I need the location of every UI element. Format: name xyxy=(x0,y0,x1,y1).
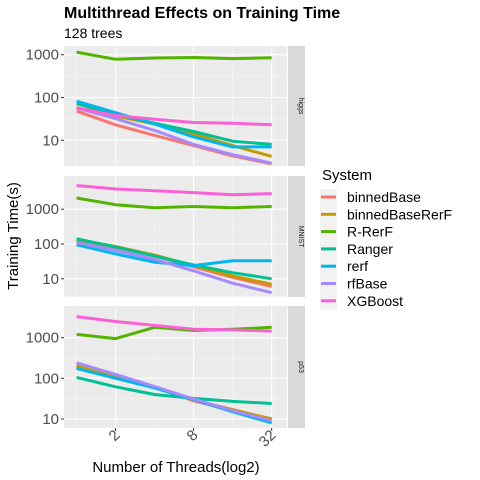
series-line-rfBase xyxy=(76,361,273,423)
series-line-Ranger xyxy=(76,237,272,281)
legend-item-rfBase: rfBase xyxy=(320,275,388,293)
facet-strip-label: higgs xyxy=(297,98,304,115)
legend-title: System xyxy=(322,167,372,184)
series-line-XGBoost xyxy=(76,106,272,127)
legend-label: R-RerF xyxy=(347,224,393,240)
x-axis: 2 8 32 xyxy=(105,427,279,451)
panel-p53: 10 100 1000 p53 xyxy=(26,306,305,428)
legend-label: binnedBase xyxy=(347,189,421,205)
chart-title: Multithread Effects on Training Time xyxy=(64,5,340,22)
x-tick-label: 2 xyxy=(105,427,123,445)
series-line-R-RerF xyxy=(76,196,272,210)
legend-item-Ranger: Ranger xyxy=(320,240,393,258)
series-line-Ranger xyxy=(76,375,272,405)
x-tick-label: 8 xyxy=(184,427,202,445)
y-tick-label: 10 xyxy=(42,271,59,288)
panel-higgs: 10 100 1000 higgs xyxy=(26,46,305,166)
chart-subtitle: 128 trees xyxy=(64,25,122,41)
series-line-Ranger xyxy=(76,102,272,146)
y-tick-label: 1000 xyxy=(26,47,59,64)
legend-item-binnedBaseRerF: binnedBaseRerF xyxy=(320,206,452,224)
y-tick-label: 10 xyxy=(42,132,59,149)
series-line-rerf xyxy=(76,99,272,149)
legend-item-rerf: rerf xyxy=(320,258,368,276)
legend-label: binnedBaseRerF xyxy=(347,206,452,222)
y-tick-label: 100 xyxy=(34,89,59,106)
legend-item-binnedBase: binnedBase xyxy=(320,189,421,206)
facet-strip-label: p53 xyxy=(297,361,304,373)
panel-MNIST: 10 100 1000 MNIST xyxy=(26,176,305,297)
legend-label: Ranger xyxy=(347,241,393,257)
series-line-XGBoost xyxy=(76,315,272,333)
series-line-R-RerF xyxy=(76,50,272,61)
series-line-XGBoost xyxy=(76,184,272,197)
y-tick-label: 10 xyxy=(42,411,59,428)
panel-background xyxy=(64,306,287,428)
legend-item-R-RerF: R-RerF xyxy=(320,223,393,241)
y-tick-label: 1000 xyxy=(26,330,59,347)
legend-label: rerf xyxy=(347,258,368,274)
legend-item-XGBoost: XGBoost xyxy=(320,292,403,310)
legend-label: XGBoost xyxy=(347,293,403,309)
facet-strip xyxy=(288,306,305,428)
facet-panels: 10 100 1000 higgs 10 100 1000 MNIST 10 100 1000 p53 xyxy=(26,46,305,428)
y-axis-title: Training Time(s) xyxy=(5,182,22,290)
x-tick-label: 32 xyxy=(256,427,280,451)
x-axis-title: Number of Threads(log2) xyxy=(92,459,259,476)
facet-strip xyxy=(288,46,305,166)
series-line-rfBase xyxy=(76,106,273,165)
facet-strip xyxy=(288,176,305,297)
y-tick-label: 1000 xyxy=(26,201,59,218)
facet-strip-label: MNIST xyxy=(297,226,304,249)
legend-label: rfBase xyxy=(347,276,388,292)
y-tick-label: 100 xyxy=(34,236,59,253)
series-line-rfBase xyxy=(76,241,273,295)
y-tick-label: 100 xyxy=(34,370,59,387)
